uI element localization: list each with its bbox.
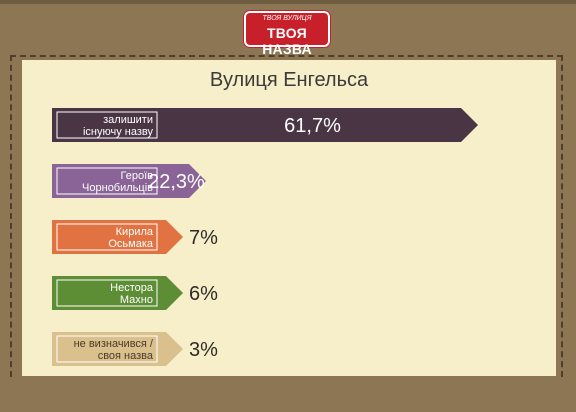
bar (52, 332, 183, 366)
value-label: 6% (189, 283, 218, 305)
bar-label-frame (56, 111, 158, 139)
value-label: 7% (189, 227, 218, 249)
bar (52, 108, 478, 142)
logo: ТВОЯ ВУЛИЦЯ ТВОЯ НАЗВА (246, 13, 328, 57)
value-label: 61,7% (284, 115, 341, 137)
bar-label-frame (56, 167, 158, 195)
bar (52, 220, 183, 254)
bottom-strip (0, 393, 576, 412)
category-label: не визначився / своя назва (74, 338, 154, 362)
category-label: залишити існуючу назву (83, 114, 154, 138)
top-border (0, 0, 576, 4)
value-label: 22,3% (148, 171, 205, 193)
bar (52, 164, 206, 198)
bar-label-frame (56, 223, 158, 251)
logo-title: ТВОЯ НАЗВА (262, 25, 312, 57)
chart-title: Вулиця Енгельса (209, 69, 369, 91)
category-label: Кирила Осьмака (108, 226, 154, 250)
logo-tagline: ТВОЯ ВУЛИЦЯ (262, 15, 312, 22)
bar (52, 276, 183, 310)
value-label: 3% (189, 339, 218, 361)
bar-label-frame (56, 279, 158, 307)
category-label: Нестора Махно (110, 282, 154, 306)
category-label: Героїв Чорнобильців (82, 170, 153, 194)
dashed-frame (10, 55, 563, 377)
bar-label-frame (56, 335, 158, 363)
